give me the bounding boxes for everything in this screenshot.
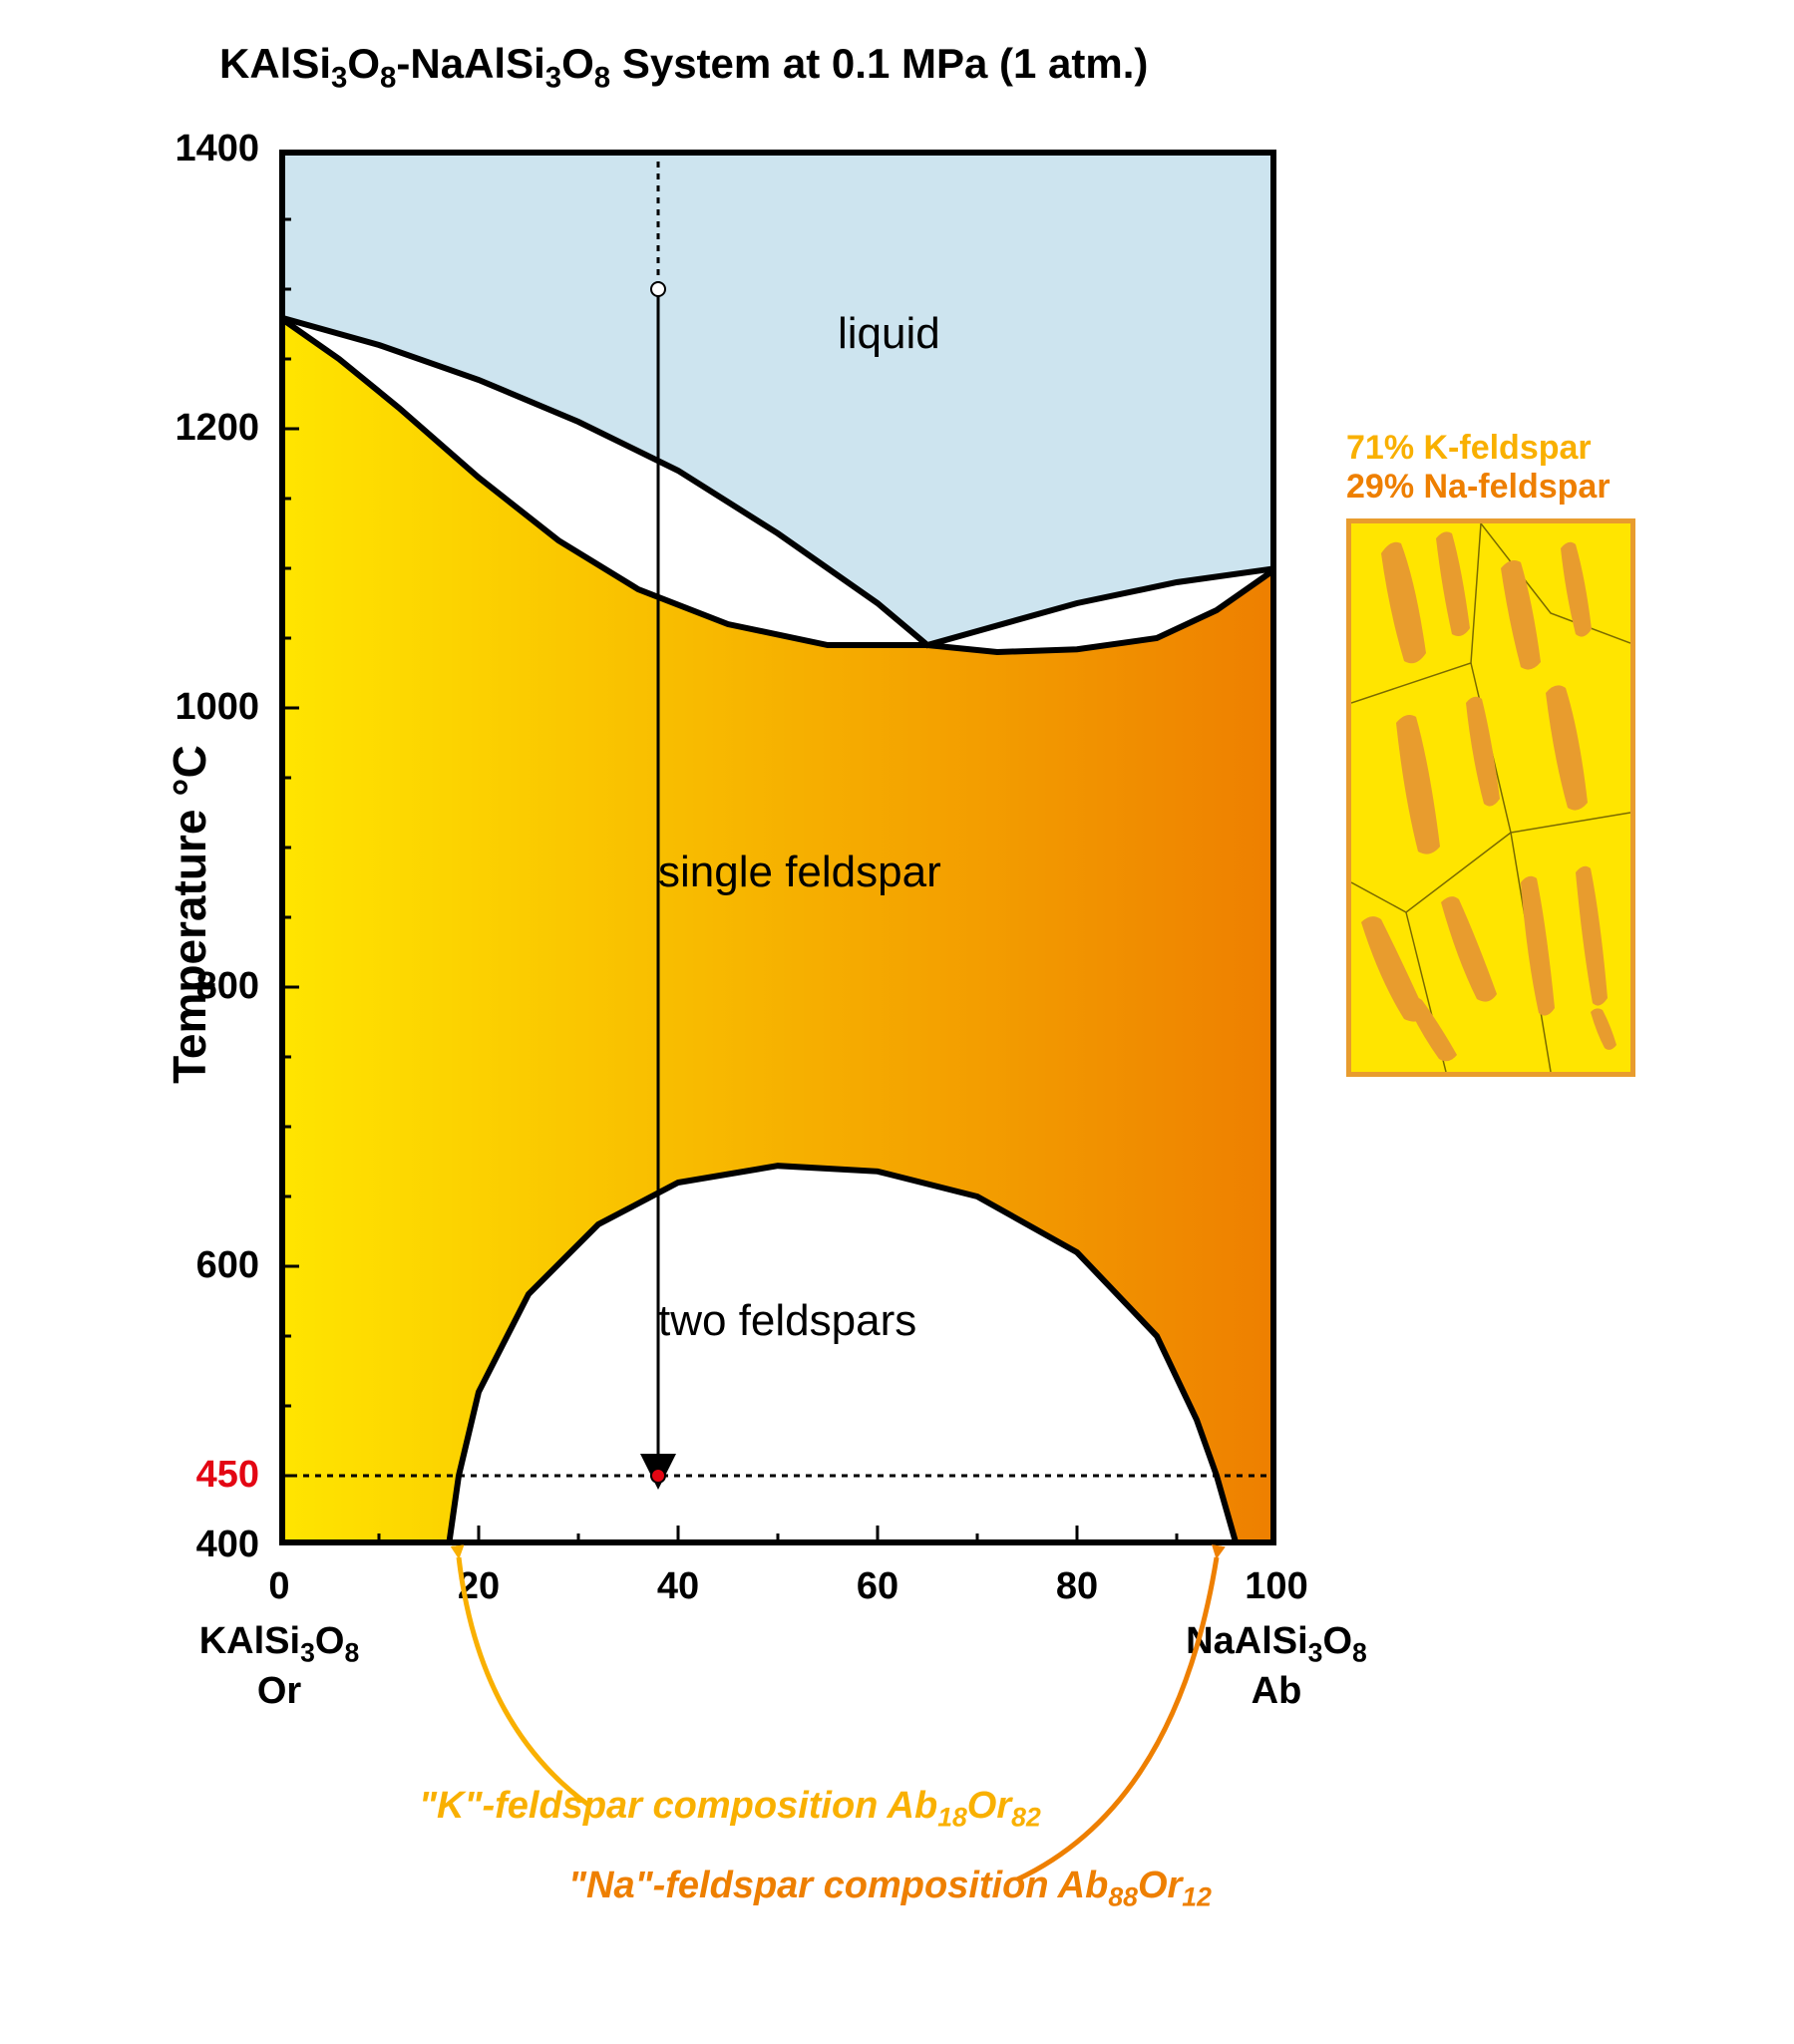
annot-sub: 88 [1108,1882,1138,1912]
y-tick-label: 1200 [175,407,259,450]
k-feldspar-arrow [459,1557,588,1805]
inset-label-na: 29% Na-feldspar [1346,468,1635,507]
title-part: KAlSi [219,40,331,87]
chart-title: KAlSi3O8-NaAlSi3O8 System at 0.1 MPa (1 … [219,40,1148,95]
annot-text: "Na"-feldspar composition Ab [568,1865,1108,1906]
annot-text: Or [967,1785,1011,1827]
diagram-container: KAlSi3O8-NaAlSi3O8 System at 0.1 MPa (1 … [40,40,1755,1934]
perthite-inset: 71% K-feldspar 29% Na-feldspar [1346,429,1635,1077]
na-feldspar-annotation: "Na"-feldspar composition Ab88Or12 [568,1865,1212,1913]
na-feldspar-arrow [1017,1557,1217,1879]
inset-label-k: 71% K-feldspar [1346,429,1635,468]
title-part: O [561,40,594,87]
y-axis-label: Temperature °C [163,745,216,1084]
annot-sub: 82 [1011,1803,1041,1833]
title-sub: 3 [331,61,347,94]
perthite-texture-box [1346,518,1635,1077]
k-feldspar-annotation: "K"-feldspar composition Ab18Or82 [419,1785,1041,1834]
y-tick-label: 1400 [175,128,259,170]
chart-area: liquid single feldspar two feldspars 400… [279,150,1276,1545]
highlight-temp-label: 450 [196,1454,259,1497]
annotation-arrows [279,150,1376,2044]
annot-sub: 18 [937,1803,967,1833]
y-tick-label: 600 [196,1244,259,1287]
title-sub: 3 [545,61,561,94]
title-part: System at 0.1 MPa (1 atm.) [610,40,1148,87]
title-part: O [347,40,380,87]
title-sub: 8 [380,61,396,94]
y-tick-label: 1000 [175,686,259,729]
perthite-texture-svg [1351,523,1630,1072]
title-part: -NaAlSi [396,40,544,87]
y-tick-label: 400 [196,1524,259,1566]
y-tick-label: 800 [196,965,259,1008]
annot-text: "K"-feldspar composition Ab [419,1785,937,1827]
annot-text: Or [1138,1865,1182,1906]
annot-sub: 12 [1182,1882,1212,1912]
title-sub: 8 [594,61,610,94]
